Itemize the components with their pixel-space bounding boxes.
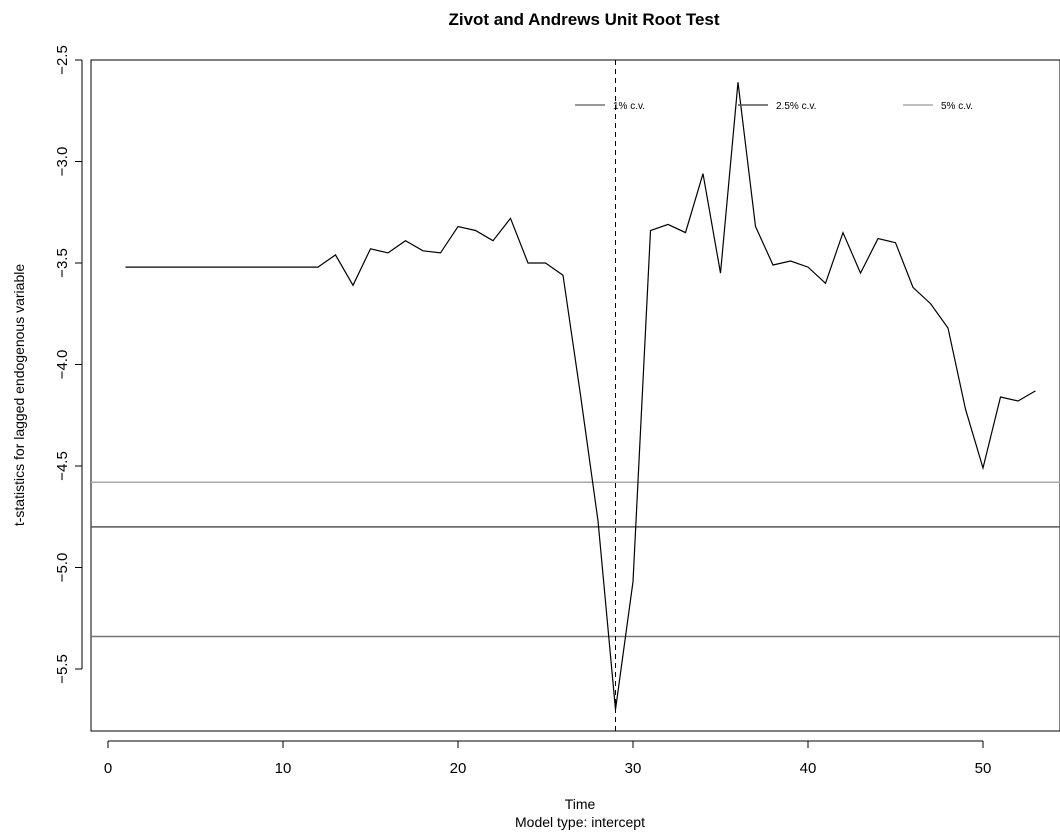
y-tick-label: −4.0: [54, 350, 71, 380]
critical-value-lines: [91, 481, 1060, 638]
x-tick-label: 20: [450, 760, 467, 777]
x-axis-subtitle: Model type: intercept: [515, 814, 645, 830]
y-tick-label: −3.5: [54, 248, 71, 278]
chart-title: Zivot and Andrews Unit Root Test: [448, 10, 719, 29]
x-axis-label: Time: [565, 796, 596, 812]
x-tick-label: 0: [104, 760, 112, 777]
x-tick-label: 40: [800, 760, 817, 777]
plot-frame: [90, 59, 1060, 732]
x-axis: 0 10 20 30 40 50: [104, 740, 992, 777]
y-tick-label: −5.5: [54, 654, 71, 684]
y-tick-label: −3.0: [54, 147, 71, 177]
x-tick-label: 50: [975, 760, 992, 777]
legend: 1% c.v. 2.5% c.v. 5% c.v.: [575, 101, 973, 112]
legend-label-2: 5% c.v.: [941, 101, 973, 112]
y-axis-label: t-statistics for lagged endogenous varia…: [11, 264, 27, 526]
x-tick-label: 10: [275, 760, 292, 777]
y-tick-label: −4.5: [54, 451, 71, 481]
legend-label-0: 1% c.v.: [613, 101, 645, 112]
x-tick-label: 30: [625, 760, 642, 777]
y-tick-label: −5.0: [54, 553, 71, 583]
series-line: [125, 82, 1036, 710]
y-axis: −2.5 −3.0 −3.5 −4.0 −4.5 −5.0 −5.5: [54, 45, 83, 684]
legend-label-1: 2.5% c.v.: [776, 101, 816, 112]
plot-area: 1% c.v. 2.5% c.v. 5% c.v.: [90, 59, 1060, 732]
y-tick-label: −2.5: [54, 45, 71, 75]
